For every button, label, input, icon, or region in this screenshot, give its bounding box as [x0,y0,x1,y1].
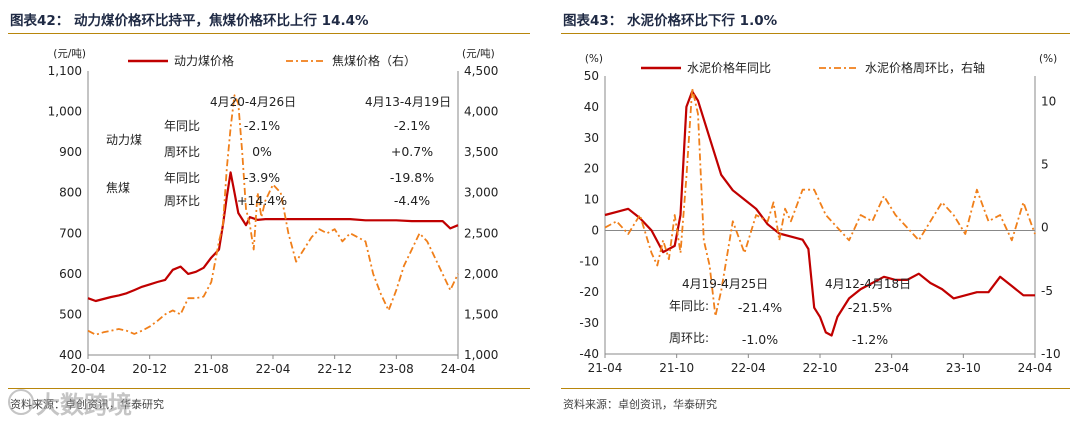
title-divider [561,33,1070,34]
annotation-row-label: 年同比 [164,171,200,185]
legend-label: 动力煤价格 [174,53,234,68]
right-axis-unit: (%) [1039,53,1057,65]
annotation-group: 焦煤 [106,181,130,195]
y-tick-label-right: -10 [1041,347,1061,361]
y-tick-label-left: 900 [59,145,82,159]
y-tick-label-left: 10 [584,193,599,207]
y-tick-label-left: 20 [584,162,599,176]
chart-panel-coal: 图表42： 动力煤价格环比持平，焦煤价格环比上行 14.4% (元/吨) (元/吨… [8,13,530,411]
series-line-2 [604,87,1036,318]
x-tick-label: 22-10 [803,361,838,375]
y-tick-label-right: 1,000 [464,348,498,362]
x-tick-label: 21-08 [194,362,229,376]
x-tick-label: 21-10 [659,361,694,375]
annotation-value-current: -21.4% [738,300,782,315]
y-tick-label-left: -20 [579,285,599,299]
x-tick-label: 20-12 [132,362,167,376]
watermark-logo-icon [8,389,34,415]
x-tick-label: 24-04 [441,362,476,376]
x-tick-label: 23-04 [874,361,909,375]
source-note: 资料来源：卓创资讯，华泰研究 [563,398,717,411]
y-tick-label-left: 400 [59,348,82,362]
annotation-group: 动力煤 [106,133,142,147]
footer-divider [561,388,1070,389]
y-tick-label-left: -40 [579,347,599,361]
right-axis-unit: (元/吨) [462,47,495,60]
annotation-value-previous: -21.5% [848,300,892,315]
x-tick-label: 22-04 [256,362,291,376]
y-tick-label-right: 0 [1041,221,1049,235]
y-tick-label-left: 500 [59,307,82,321]
x-tick-label: 23-10 [946,361,981,375]
y-tick-label-left: -30 [579,316,599,330]
series-line-2 [87,94,459,336]
x-tick-label: 24-04 [1018,361,1053,375]
y-tick-label-right: 5 [1041,157,1049,171]
y-tick-label-right: 10 [1041,94,1056,108]
annotation-value-current: -2.1% [244,118,280,133]
annotation-value-current: 0% [252,144,272,159]
y-tick-label-left: -10 [579,254,599,268]
annotation-row-label: 周环比 [164,194,200,208]
series-line-1 [604,90,1035,337]
annotation-header: 4月13-4月19日 [365,95,451,109]
y-tick-label-left: 40 [584,100,599,114]
annotation-header: 4月20-4月26日 [210,95,296,109]
annotation-row-label: 年同比: [669,299,709,313]
annotation-value-previous: -2.1% [394,118,430,133]
footer-divider [8,388,530,389]
y-tick-label-right: 4,500 [464,64,498,78]
y-tick-label-left: 30 [584,131,599,145]
annotation-row-label: 周环比 [164,145,200,159]
annotation-header: 4月12-4月18日 [825,277,911,291]
chart-svg: (%) (%) -40 -30 -20 -10 0 10 20 30 40 50 -10 -5 0 5 10 21… [579,53,1061,375]
annotation-value-current: +14.4% [237,193,287,208]
chart-title: 图表43： 水泥价格环比下行 1.0% [563,13,778,29]
y-tick-label-left: 600 [59,267,82,281]
annotation-value-previous: +0.7% [391,144,433,159]
legend-label: 焦煤价格（右） [332,53,416,68]
x-tick-label: 22-04 [731,361,766,375]
chart-title: 图表42： 动力煤价格环比持平，焦煤价格环比上行 14.4% [10,13,369,29]
x-tick-label: 23-08 [379,362,414,376]
legend-label: 水泥价格周环比，右轴 [865,60,985,75]
annotation-value-previous: -1.2% [852,332,888,347]
annotation-header: 4月19-4月25日 [682,277,768,291]
annotation-value-current: -3.9% [244,170,280,185]
y-tick-label-right: 2,500 [464,226,498,240]
legend-label: 水泥价格年同比 [687,60,771,75]
y-tick-label-right: 3,500 [464,145,498,159]
source-note: 资料来源：卓创资讯，华泰研究 [10,398,164,411]
y-tick-label-right: 1,500 [464,307,498,321]
y-tick-label-left: 1,000 [48,105,82,119]
y-tick-label-left: 1,100 [48,64,82,78]
x-tick-label: 20-04 [71,362,106,376]
annotation-row-label: 周环比: [669,331,709,345]
watermark: 大数跨境 [36,391,132,419]
annotation-value-previous: -4.4% [394,193,430,208]
y-tick-label-left: 800 [59,186,82,200]
title-divider [8,33,530,34]
annotation-row-label: 年同比 [164,119,200,133]
left-axis-unit: (元/吨) [53,47,86,60]
x-tick-label: 21-04 [588,361,623,375]
annotation-value-previous: -19.8% [390,170,434,185]
y-tick-label-right: 2,000 [464,267,498,281]
series-line-1 [87,171,459,303]
left-axis-unit: (%) [585,53,603,65]
annotation-value-current: -1.0% [742,332,778,347]
y-tick-label-right: 4,000 [464,105,498,119]
y-tick-label-right: -5 [1041,284,1053,298]
x-tick-label: 22-12 [317,362,352,376]
y-tick-label-left: 0 [591,223,599,237]
chart-panel-cement: 图表43： 水泥价格环比下行 1.0% (%) (%) -40 -30 -20 -10 0 1… [553,0,1080,421]
y-tick-label-right: 3,000 [464,186,498,200]
y-tick-label-left: 50 [584,69,599,83]
y-tick-label-left: 700 [59,226,82,240]
chart-svg: (元/吨) (元/吨) 400 500 600 700 800 900 1,000 1,100 1,… [48,47,499,376]
